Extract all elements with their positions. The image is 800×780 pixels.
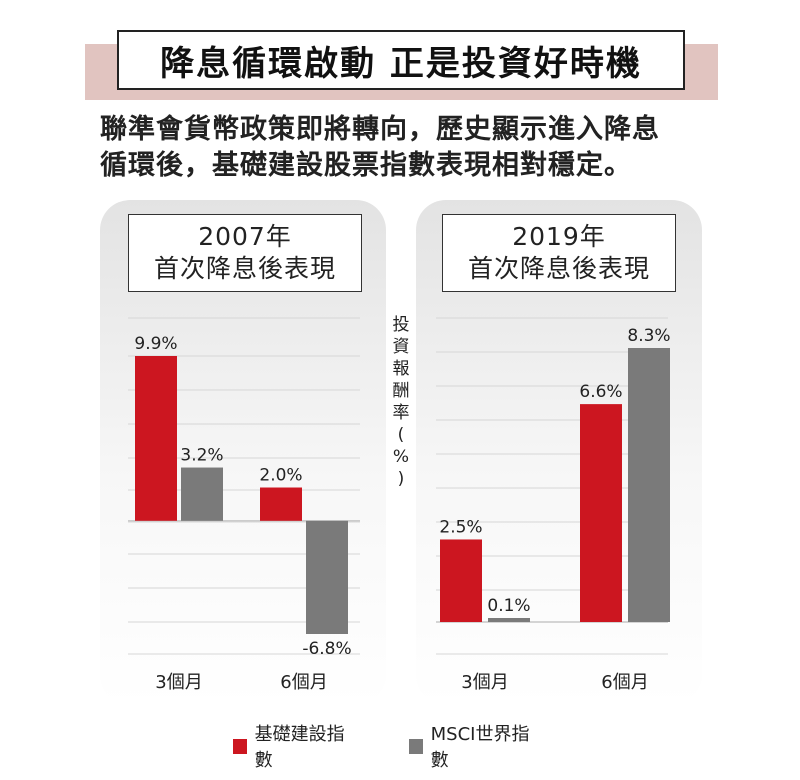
category-label: 3個月 — [461, 672, 508, 693]
legend: 基礎建設指數 MSCI世界指數 — [233, 724, 593, 771]
subtitle: 聯準會貨幣政策即將轉向，歷史顯示進入降息 循環後，基礎建設股票指數表現相對穩定。 — [100, 112, 720, 184]
panel-title-2007-year: 2007年 — [198, 222, 292, 251]
y-axis-label-char: 報 — [392, 359, 410, 379]
y-axis-label-char: ) — [397, 469, 405, 489]
subtitle-line-2: 循環後，基礎建設股票指數表現相對穩定。 — [100, 150, 632, 181]
bar — [181, 467, 223, 521]
data-label: 8.3% — [627, 326, 670, 346]
panel-title-2007: 2007年 首次降息後表現 — [128, 214, 362, 292]
y-axis-label-char: ( — [397, 425, 405, 445]
panel-title-2007-desc: 首次降息後表現 — [153, 254, 336, 283]
data-label: 9.9% — [134, 334, 177, 354]
bar — [306, 520, 348, 634]
page-title: 降息循環啟動 正是投資好時機 — [117, 30, 685, 90]
panel-title-2019: 2019年 首次降息後表現 — [442, 214, 676, 292]
bar — [580, 404, 622, 622]
y-axis-label-char: 酬 — [392, 381, 410, 401]
legend-item-msci: MSCI世界指數 — [408, 720, 537, 772]
y-axis-label-char: 資 — [392, 337, 410, 357]
data-label: 3.2% — [180, 446, 223, 466]
data-label: 2.5% — [439, 517, 482, 537]
y-axis-label-char: % — [392, 447, 410, 467]
legend-label-infrastructure: 基礎建設指數 — [254, 724, 345, 771]
legend-label-msci: MSCI世界指數 — [430, 724, 530, 771]
y-axis-label-char: 率 — [392, 403, 410, 423]
data-label: 0.1% — [487, 596, 530, 616]
category-label: 6個月 — [601, 672, 648, 693]
panel-title-2019-year: 2019年 — [512, 222, 606, 251]
legend-swatch-msci — [408, 738, 423, 754]
data-label: -6.8% — [302, 639, 351, 659]
bar — [135, 356, 177, 521]
legend-item-infrastructure: 基礎建設指數 — [233, 720, 353, 772]
data-label: 2.0% — [259, 466, 302, 486]
bar — [628, 348, 670, 622]
bar — [440, 539, 482, 622]
bar — [260, 487, 302, 521]
subtitle-line-1: 聯準會貨幣政策即將轉向，歷史顯示進入降息 — [100, 114, 660, 145]
category-label: 6個月 — [280, 672, 327, 693]
data-label: 6.6% — [579, 382, 622, 402]
y-axis-label-char: 投 — [392, 315, 410, 335]
category-label: 3個月 — [155, 672, 202, 693]
legend-swatch-infrastructure — [233, 738, 247, 754]
y-axis-label: 投 資 報 酬 率 ( % ) — [386, 314, 416, 490]
bar — [488, 618, 530, 622]
panel-title-2019-desc: 首次降息後表現 — [467, 254, 650, 283]
